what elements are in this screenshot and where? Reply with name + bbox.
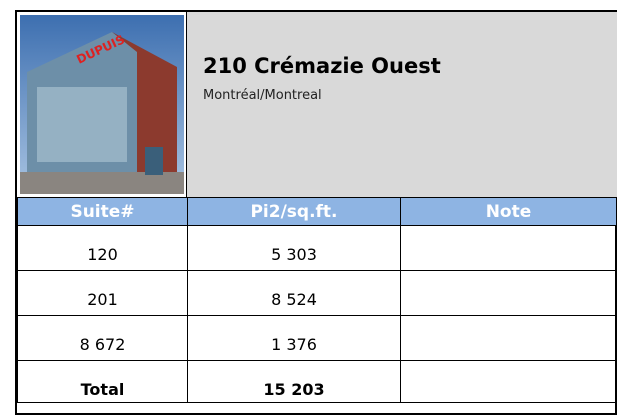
column-header: Pi2/sq.ft. [188, 198, 401, 226]
table-cell: 8 524 [188, 271, 401, 316]
header-row: Suite#Pi2/sq.ft.Note [18, 198, 617, 226]
table-cell: 1 376 [188, 316, 401, 361]
table-cell: 120 [18, 226, 188, 271]
page: DUPUIS 210 Crémazie Ouest Montréal/Montr… [0, 0, 632, 419]
total-cell: Total [18, 361, 188, 403]
table-cell [401, 316, 617, 361]
column-header: Note [401, 198, 617, 226]
property-sheet: DUPUIS 210 Crémazie Ouest Montréal/Montr… [15, 10, 617, 415]
table-cell: 5 303 [188, 226, 401, 271]
table-cell [401, 226, 617, 271]
table-cell: 8 672 [18, 316, 188, 361]
column-header: Suite# [18, 198, 188, 226]
table-cell [401, 271, 617, 316]
header: 210 Crémazie Ouest Montréal/Montreal [187, 12, 617, 197]
building-photo: DUPUIS [17, 12, 187, 197]
title: 210 Crémazie Ouest [203, 54, 441, 78]
subtitle: Montréal/Montreal [203, 88, 322, 103]
total-cell: 15 203 [188, 361, 401, 403]
table-cell: 201 [18, 271, 188, 316]
total-cell [401, 361, 617, 403]
